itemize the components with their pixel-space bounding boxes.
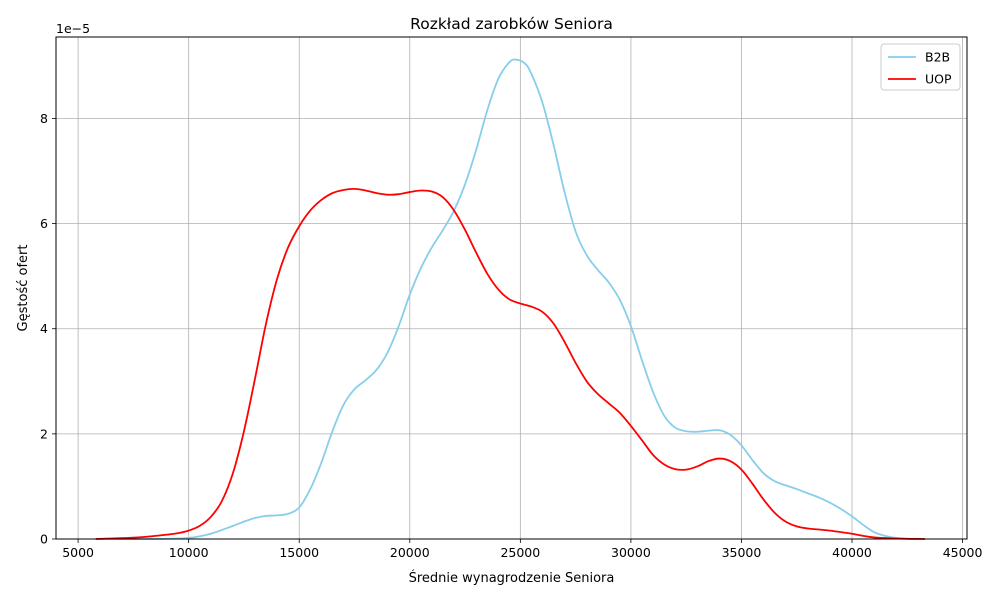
series-line-uop bbox=[95, 188, 926, 540]
x-tick-label: 30000 bbox=[611, 545, 651, 560]
y-tick-label: 0 bbox=[40, 532, 48, 547]
y-tick-label: 8 bbox=[40, 111, 48, 126]
x-tick-label: 10000 bbox=[169, 545, 209, 560]
x-axis-label: Średnie wynagrodzenie Seniora bbox=[409, 570, 615, 586]
x-tick-label: 15000 bbox=[279, 545, 319, 560]
legend-label-b2b: B2B bbox=[925, 50, 950, 65]
series-layer bbox=[95, 58, 926, 540]
x-tick-label: 35000 bbox=[722, 545, 762, 560]
series-line-b2b bbox=[95, 58, 926, 540]
legend-label-uop: UOP bbox=[925, 72, 952, 87]
y-tick-label: 2 bbox=[40, 426, 48, 441]
chart-title: Rozkład zarobków Seniora bbox=[410, 15, 613, 33]
y-offset-text: 1e−5 bbox=[56, 21, 90, 36]
tick-layer: 5000 10000 15000 20000 25000 30000 35000 40000 4… bbox=[40, 111, 982, 560]
x-tick-label: 45000 bbox=[943, 545, 983, 560]
x-tick-label: 5000 bbox=[62, 545, 94, 560]
legend: B2B UOP bbox=[880, 43, 961, 91]
x-tick-label: 20000 bbox=[390, 545, 430, 560]
x-tick-label: 25000 bbox=[500, 545, 540, 560]
y-tick-label: 4 bbox=[40, 321, 48, 336]
y-axis-label: Gęstość ofert bbox=[16, 245, 31, 332]
y-tick-label: 6 bbox=[40, 216, 48, 231]
plot-frame bbox=[55, 36, 968, 540]
x-tick-label: 40000 bbox=[832, 545, 872, 560]
